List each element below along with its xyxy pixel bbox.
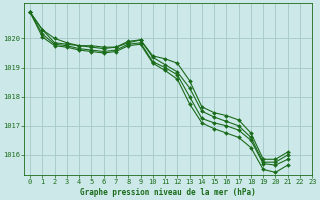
X-axis label: Graphe pression niveau de la mer (hPa): Graphe pression niveau de la mer (hPa)	[80, 188, 256, 197]
